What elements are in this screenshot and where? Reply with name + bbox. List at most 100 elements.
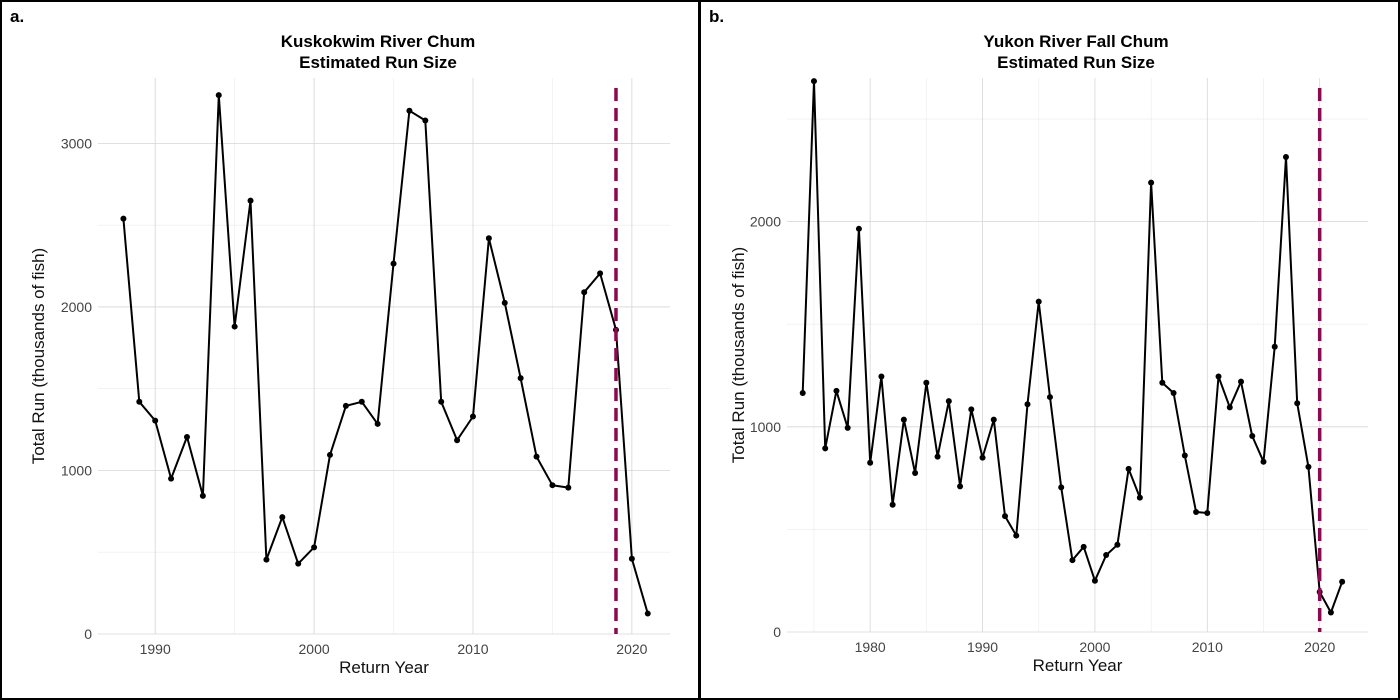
chart-title-line2: Estimated Run Size <box>997 53 1155 72</box>
chart-panel-kuskokwim: 1990 2000 2010 2020 0 1000 2000 3000 Kuskokwim R… <box>0 0 700 700</box>
data-point <box>1204 509 1211 516</box>
data-point <box>844 424 851 431</box>
data-point <box>810 78 817 85</box>
y-tick-label: 3000 <box>61 135 92 151</box>
data-point <box>1282 153 1289 160</box>
data-point <box>374 420 381 427</box>
x-axis-label: Return Year <box>1033 656 1123 675</box>
x-tick-label: 2020 <box>1304 639 1335 655</box>
data-point <box>1305 463 1312 470</box>
data-point <box>454 437 461 444</box>
data-point <box>957 483 964 490</box>
data-point <box>878 373 885 380</box>
data-point <box>644 610 651 617</box>
y-tick-label: 1000 <box>750 419 781 435</box>
series-line <box>122 94 649 614</box>
x-tick-label: 1990 <box>967 639 998 655</box>
data-point <box>263 556 270 563</box>
data-point <box>1226 404 1233 411</box>
data-point <box>1181 452 1188 459</box>
data-point <box>1271 343 1278 350</box>
data-point <box>168 475 175 482</box>
x-tick-label: 2000 <box>299 641 330 657</box>
panel-tag: a. <box>10 7 24 26</box>
data-point <box>1069 557 1076 564</box>
data-point <box>1294 400 1301 407</box>
data-point <box>1035 298 1042 305</box>
x-tick-label: 2010 <box>1192 639 1223 655</box>
y-axis-label: Total Run (thousands of fish) <box>29 248 48 464</box>
x-tick-label: 2010 <box>457 641 488 657</box>
data-point <box>501 299 508 306</box>
data-point <box>867 459 874 466</box>
data-point <box>358 398 365 405</box>
data-point <box>183 433 190 440</box>
y-tick-label: 2000 <box>750 214 781 230</box>
data-point <box>990 416 997 423</box>
data-point <box>799 389 806 396</box>
data-point <box>1193 508 1200 515</box>
data-point <box>889 501 896 508</box>
data-point <box>1136 494 1143 501</box>
data-point <box>120 215 127 222</box>
data-point <box>390 260 397 267</box>
data-point <box>485 235 492 242</box>
data-point <box>945 398 952 405</box>
data-point <box>1024 401 1031 408</box>
x-tick-label: 2000 <box>1079 639 1110 655</box>
y-tick-label: 2000 <box>61 299 92 315</box>
data-point <box>923 379 930 386</box>
data-point <box>900 416 907 423</box>
data-point <box>1103 552 1110 559</box>
data-point <box>1148 179 1155 186</box>
data-point <box>342 402 349 409</box>
data-point <box>469 413 476 420</box>
data-point <box>1260 458 1267 465</box>
data-point <box>136 398 143 405</box>
data-point <box>855 225 862 232</box>
data-point <box>1091 577 1098 584</box>
y-tick-label: 0 <box>84 626 92 642</box>
data-point <box>1013 532 1020 539</box>
data-point <box>406 107 413 114</box>
chart-panel-yukon: 1980 1990 2000 2010 2020 0 1000 2000 Yukon River… <box>700 0 1400 700</box>
series-line <box>801 80 1344 614</box>
data-point <box>1114 541 1121 548</box>
data-point <box>199 492 206 499</box>
data-point <box>215 92 222 99</box>
chart-title-line1: Yukon River Fall Chum <box>983 32 1168 51</box>
data-point <box>822 445 829 452</box>
data-point <box>565 484 572 491</box>
data-point <box>279 514 286 521</box>
data-point <box>295 560 302 567</box>
data-point <box>1058 484 1065 491</box>
yukon-run-chart: 1980 1990 2000 2010 2020 0 1000 2000 Yukon River… <box>709 7 1368 675</box>
data-point <box>533 453 540 460</box>
data-point <box>438 398 445 405</box>
data-point <box>311 544 318 551</box>
data-point <box>1249 433 1256 440</box>
kuskokwim-run-chart: 1990 2000 2010 2020 0 1000 2000 3000 Kuskokwim R… <box>10 7 670 677</box>
data-point <box>152 417 159 424</box>
data-point <box>326 451 333 458</box>
x-tick-label: 1980 <box>855 639 886 655</box>
data-point <box>1339 578 1346 585</box>
data-point <box>833 387 840 394</box>
data-point <box>979 454 986 461</box>
data-point <box>517 375 524 382</box>
x-axis-label: Return Year <box>339 658 429 677</box>
data-point <box>1238 378 1245 385</box>
y-tick-label: 1000 <box>61 462 92 478</box>
data-point <box>549 482 556 489</box>
data-point <box>422 117 429 124</box>
data-point <box>247 197 254 204</box>
y-axis-label: Total Run (thousands of fish) <box>729 247 748 463</box>
data-point <box>1159 379 1166 386</box>
data-point <box>1215 373 1222 380</box>
x-tick-label: 2020 <box>616 641 647 657</box>
data-point <box>581 289 588 296</box>
y-tick-label: 0 <box>773 624 781 640</box>
data-point <box>1125 465 1132 472</box>
data-point <box>1170 389 1177 396</box>
data-point <box>968 406 975 413</box>
